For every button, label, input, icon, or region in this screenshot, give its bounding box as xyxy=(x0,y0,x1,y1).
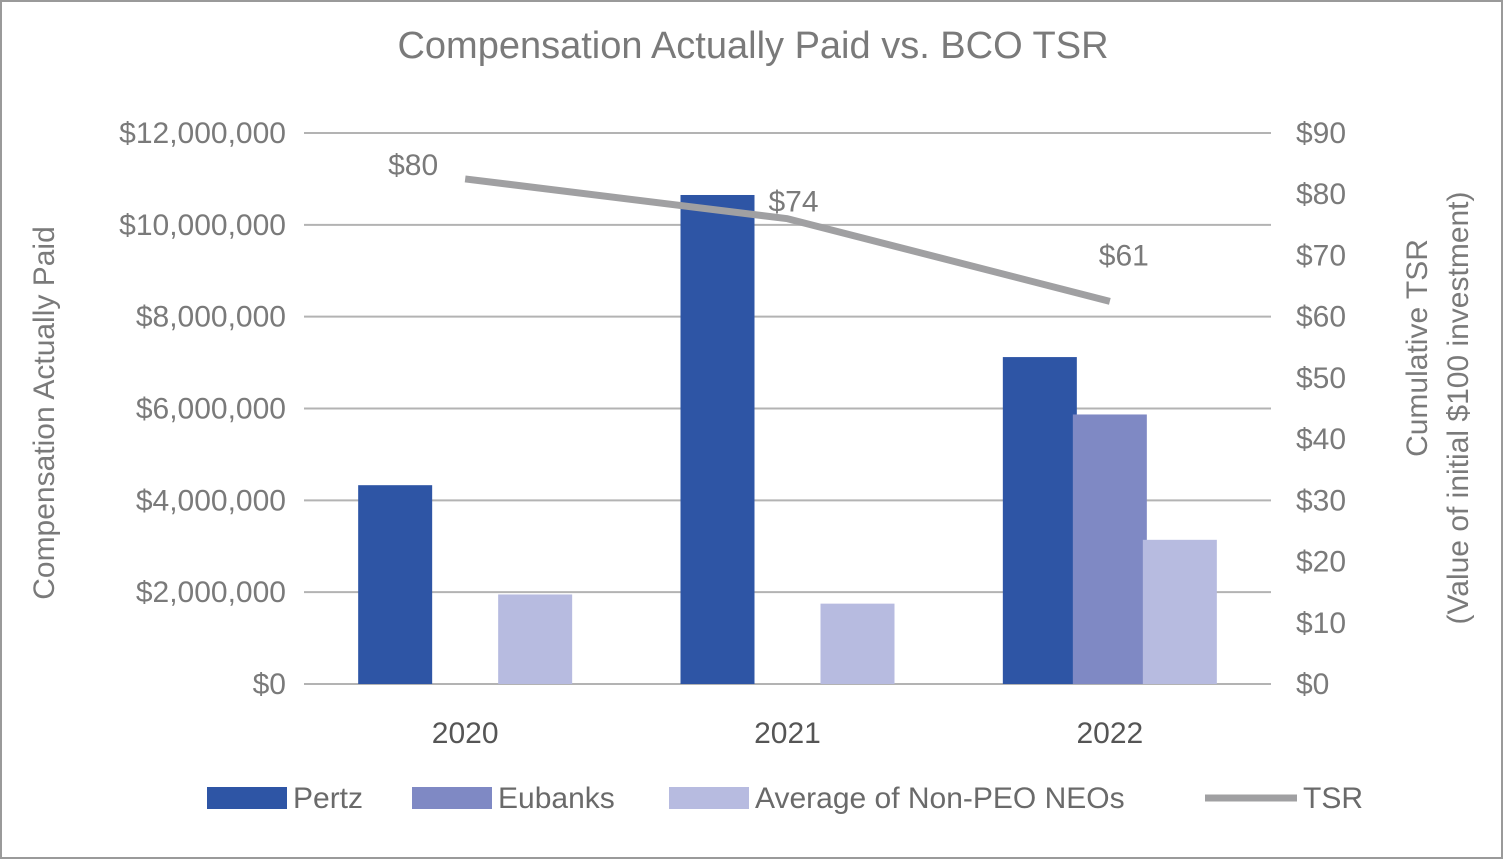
x-tick-label: 2022 xyxy=(1076,717,1143,750)
y-axis-title: Compensation Actually Paid xyxy=(28,226,61,600)
tsr-line xyxy=(464,175,1111,305)
y-tick-label: $6,000,000 xyxy=(136,393,286,426)
legend-label-eubanks: Eubanks xyxy=(498,782,615,815)
y2-tick-label: $70 xyxy=(1296,239,1346,272)
legend-swatch-pertz xyxy=(207,787,287,809)
chart-title: Compensation Actually Paid vs. BCO TSR xyxy=(397,25,1108,67)
x-tick-label: 2021 xyxy=(754,717,821,750)
bar-eubanks-2022 xyxy=(1072,414,1147,684)
x-tick-label: 2020 xyxy=(432,717,499,750)
y-tick-label: $2,000,000 xyxy=(136,576,286,609)
y2-tick-label: $80 xyxy=(1296,178,1346,211)
legend-swatch-eubanks xyxy=(412,787,492,809)
y-tick-label: $10,000,000 xyxy=(119,209,286,242)
bar-pertz-2022 xyxy=(1002,357,1077,684)
y2-tick-label: $50 xyxy=(1296,362,1346,395)
bar-average-of-non-peo-neos-2021 xyxy=(820,603,895,684)
y2-tick-label: $40 xyxy=(1296,423,1346,456)
legend-swatch-average-of-non-peo-neos xyxy=(669,787,749,809)
y-tick-label: $8,000,000 xyxy=(136,301,286,334)
tsr-data-label: $80 xyxy=(388,149,438,182)
y2-tick-label: $60 xyxy=(1296,301,1346,334)
y-tick-label: $4,000,000 xyxy=(136,484,286,517)
y2-tick-label: $20 xyxy=(1296,546,1346,579)
legend-label-average-of-non-peo-neos: Average of Non-PEO NEOs xyxy=(755,782,1125,815)
y2-axis-title-line1: Cumulative TSR xyxy=(1401,239,1434,457)
y2-tick-label: $0 xyxy=(1296,668,1329,701)
bar-average-of-non-peo-neos-2020 xyxy=(498,594,573,684)
bar-pertz-2021 xyxy=(680,194,755,685)
legend-label-pertz: Pertz xyxy=(293,782,363,815)
tsr-data-label: $74 xyxy=(768,186,818,219)
legend-label-tsr: TSR xyxy=(1303,782,1363,815)
tsr-data-label: $61 xyxy=(1099,239,1149,272)
y2-tick-label: $30 xyxy=(1296,484,1346,517)
y2-tick-label: $90 xyxy=(1296,117,1346,150)
legend: Pertz Eubanks Average of Non-PEO NEOs TSR xyxy=(207,782,1363,815)
y2-tick-label: $10 xyxy=(1296,607,1346,640)
bar-pertz-2020 xyxy=(358,485,433,684)
y-tick-label: $12,000,000 xyxy=(119,117,286,150)
bar-average-of-non-peo-neos-2022 xyxy=(1142,539,1217,684)
y-tick-label: $0 xyxy=(253,668,286,701)
y2-axis-title-line2: (Value of initial $100 investment) xyxy=(1442,191,1475,624)
